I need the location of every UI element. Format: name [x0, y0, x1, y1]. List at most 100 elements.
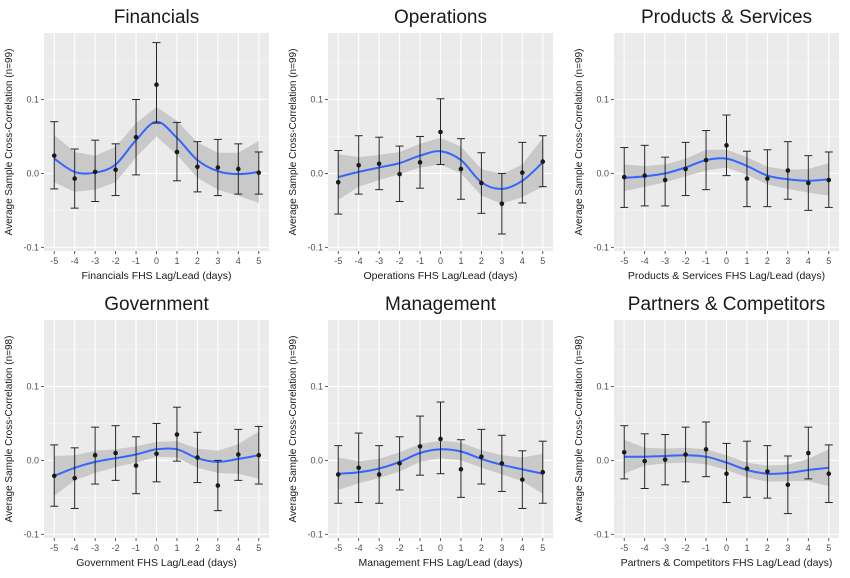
data-point — [417, 444, 423, 449]
x-tick-label: -3 — [661, 543, 669, 553]
chart-panel-2: -5 -4 -3 -2 -1 0 1 2 3 4 5 -0.1 0.0 0.1 Operations Oper… — [288, 7, 553, 282]
x-tick-label: 5 — [826, 543, 831, 553]
data-point — [765, 176, 770, 181]
x-tick-label: 2 — [195, 543, 200, 553]
data-point — [174, 432, 180, 437]
x-tick-label: 0 — [438, 256, 443, 266]
data-point — [72, 176, 77, 181]
data-point — [642, 458, 647, 464]
x-tick-label: -5 — [334, 543, 342, 553]
data-point — [785, 168, 791, 173]
data-point — [215, 165, 221, 170]
x-tick-label: 5 — [540, 256, 545, 266]
data-point — [499, 461, 505, 466]
y-tick-label: 0.1 — [26, 95, 39, 105]
x-tick-label: 1 — [744, 543, 749, 553]
x-tick-label: -5 — [620, 543, 628, 553]
x-axis-label: Financials FHS Lag/Lead (days) — [82, 270, 232, 282]
data-point — [133, 463, 139, 468]
x-tick-label: 4 — [236, 256, 241, 266]
x-tick-label: 2 — [479, 256, 484, 266]
y-tick-label: 0.1 — [310, 382, 323, 392]
x-tick-label: -3 — [375, 543, 383, 553]
x-tick-label: -5 — [620, 256, 628, 266]
chart-title: Products & Services — [641, 7, 812, 28]
chart-title: Management — [385, 294, 497, 315]
data-point — [195, 455, 200, 460]
data-point — [236, 452, 241, 457]
x-tick-label: 2 — [195, 256, 200, 266]
data-point — [479, 454, 484, 460]
data-point — [806, 450, 811, 456]
x-tick-label: 0 — [438, 543, 443, 553]
chart-title: Partners & Competitors — [628, 294, 825, 315]
y-axis-label: Average Sample Cross-Correlation (n=99) — [4, 49, 15, 236]
x-tick-label: 4 — [806, 543, 811, 553]
x-tick-label: -1 — [702, 256, 710, 266]
data-point — [642, 173, 647, 178]
data-point — [195, 164, 200, 170]
chart-title: Operations — [394, 7, 487, 28]
x-tick-label: 5 — [826, 256, 831, 266]
x-tick-label: 4 — [520, 256, 525, 266]
data-point — [662, 457, 668, 462]
data-point — [458, 166, 464, 172]
data-point — [113, 167, 118, 173]
data-point — [133, 134, 139, 140]
x-tick-label: 3 — [499, 543, 504, 553]
data-point — [215, 483, 221, 488]
y-tick-label: 0.0 — [26, 455, 39, 465]
y-tick-label: 0.0 — [310, 455, 323, 465]
x-tick-label: -2 — [682, 543, 690, 553]
x-tick-label: -2 — [396, 543, 404, 553]
y-tick-label: 0.0 — [26, 168, 39, 178]
data-point — [397, 171, 402, 177]
x-tick-label: 4 — [806, 256, 811, 266]
data-point — [520, 477, 525, 482]
confidence-band — [338, 440, 543, 494]
data-point — [92, 452, 98, 458]
data-point — [683, 452, 688, 457]
data-point — [540, 159, 546, 164]
data-point — [51, 473, 57, 479]
data-point — [397, 461, 402, 466]
chart-panel-1: -5 -4 -3 -2 -1 0 1 2 3 4 5 -0.1 0.0 0.1 Financials Fina… — [4, 7, 269, 282]
data-point — [520, 170, 525, 175]
x-tick-label: 3 — [215, 543, 220, 553]
x-axis-label: Partners & Competitors FHS Lag/Lead (day… — [621, 557, 833, 569]
data-point — [256, 170, 262, 175]
x-tick-label: 0 — [154, 543, 159, 553]
x-tick-label: -5 — [334, 256, 342, 266]
x-tick-label: -3 — [375, 256, 383, 266]
x-tick-label: -1 — [702, 543, 710, 553]
x-tick-label: 4 — [520, 543, 525, 553]
x-tick-label: -2 — [112, 256, 120, 266]
x-tick-label: 4 — [236, 543, 241, 553]
x-tick-label: -5 — [50, 543, 58, 553]
y-axis-label: Average Sample Cross-Correlation (n=99) — [574, 49, 585, 236]
x-tick-label: -1 — [416, 543, 424, 553]
data-point — [72, 475, 77, 481]
y-axis-label: Average Sample Cross-Correlation (n=98) — [574, 336, 585, 523]
y-tick-label: -0.1 — [307, 242, 323, 252]
x-tick-label: 1 — [744, 256, 749, 266]
x-tick-label: -1 — [132, 256, 140, 266]
y-tick-label: -0.1 — [307, 529, 323, 539]
data-point — [703, 157, 709, 163]
data-point — [335, 179, 341, 185]
x-tick-label: 0 — [154, 256, 159, 266]
y-tick-label: 0.1 — [26, 382, 39, 392]
x-tick-label: -4 — [355, 543, 363, 553]
data-point — [51, 153, 57, 158]
x-tick-label: -2 — [112, 543, 120, 553]
x-tick-label: 5 — [540, 543, 545, 553]
data-point — [683, 166, 688, 172]
x-tick-label: -2 — [396, 256, 404, 266]
y-tick-label: -0.1 — [23, 242, 39, 252]
x-tick-label: 1 — [174, 543, 179, 553]
data-point — [806, 180, 811, 186]
y-tick-label: 0.0 — [310, 168, 323, 178]
x-tick-label: -4 — [71, 543, 79, 553]
y-tick-label: 0.0 — [596, 455, 609, 465]
data-point — [356, 465, 361, 471]
